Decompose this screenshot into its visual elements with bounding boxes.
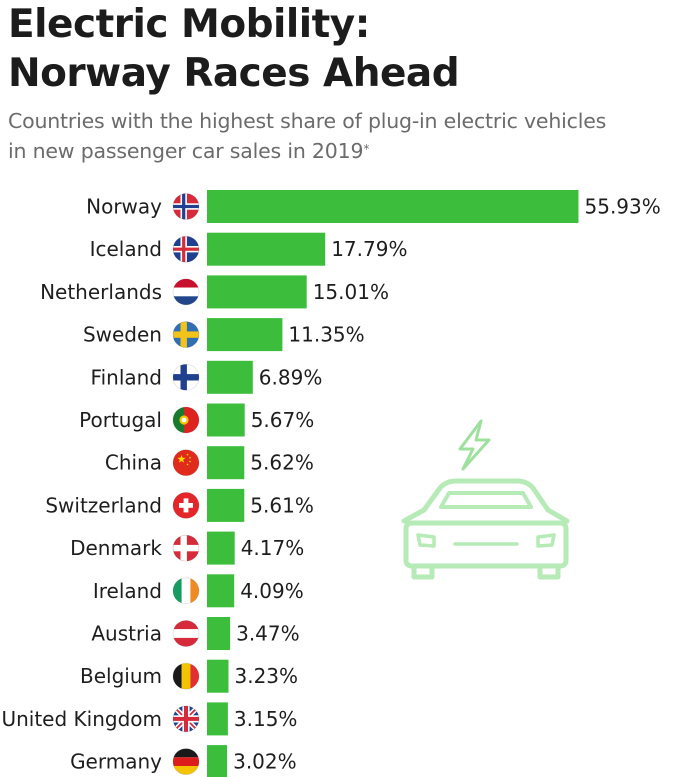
chart-subtitle-line-1: Countries with the highest share of plug…	[8, 109, 607, 133]
value-label-sweden: 11.35%	[288, 323, 364, 347]
bar-finland	[207, 360, 253, 394]
bar-sweden	[207, 318, 283, 352]
chart-row-germany: Germany 3.02%	[70, 745, 297, 777]
austria-flag-icon	[172, 620, 200, 647]
chart-title-line-2: Norway Races Ahead	[8, 51, 460, 96]
category-label-portugal: Portugal	[79, 408, 162, 432]
switzerland-flag-icon	[172, 491, 200, 519]
category-label-norway: Norway	[86, 195, 162, 219]
category-label-united-kingdom: United Kingdom	[1, 707, 162, 731]
chart-title-line-1: Electric Mobility:	[8, 2, 370, 47]
chart-subtitle: Countries with the highest share of plug…	[8, 106, 606, 166]
germany-flag-icon	[172, 748, 200, 775]
chart-subtitle-line-2-text: in new passenger car sales in 2019	[8, 139, 364, 163]
footnote-marker: *	[363, 142, 370, 156]
netherlands-flag-icon	[172, 278, 200, 306]
value-label-iceland: 17.79%	[331, 237, 407, 261]
chart-row-switzerland: Switzerland 5.61%	[45, 488, 314, 522]
chart-row-austria: Austria 3.47%	[91, 617, 300, 650]
bar-belgium	[207, 659, 229, 693]
lightning-bolt-icon	[458, 419, 491, 471]
category-label-germany: Germany	[70, 750, 162, 774]
value-label-ireland: 4.09%	[240, 579, 304, 603]
category-label-china: China	[105, 451, 162, 475]
value-label-netherlands: 15.01%	[313, 280, 389, 304]
chart-row-iceland: Iceland 17.79%	[90, 232, 407, 266]
category-label-sweden: Sweden	[83, 323, 162, 347]
category-label-switzerland: Switzerland	[45, 493, 162, 517]
category-label-iceland: Iceland	[90, 237, 162, 261]
value-label-denmark: 4.17%	[241, 536, 305, 560]
chart-subtitle-line-2: in new passenger car sales in 2019*	[8, 136, 606, 166]
bar-norway	[207, 190, 579, 223]
portugal-flag-icon	[172, 406, 200, 434]
value-label-finland: 6.89%	[259, 365, 323, 389]
sweden-flag-icon	[172, 321, 200, 349]
iceland-flag-icon	[172, 235, 200, 263]
category-label-denmark: Denmark	[70, 536, 162, 560]
chart-row-finland: Finland 6.89%	[91, 360, 323, 394]
norway-flag-icon	[172, 193, 200, 220]
value-label-china: 5.62%	[250, 451, 314, 475]
bars-layer: Norway 55.93% Iceland 17.79% Netherlands 15.0…	[1, 190, 661, 777]
chart-title: Electric Mobility: Norway Races Ahead	[8, 0, 460, 98]
electric-car-icon	[401, 478, 570, 580]
bar-portugal	[207, 403, 245, 437]
united-kingdom-flag-icon	[172, 705, 200, 733]
value-label-norway: 55.93%	[585, 195, 661, 219]
chart-row-denmark: Denmark 4.17%	[70, 531, 305, 565]
category-label-austria: Austria	[91, 622, 162, 646]
bar-germany	[207, 745, 228, 777]
china-flag-icon	[172, 449, 200, 477]
bar-denmark	[207, 531, 235, 565]
category-label-ireland: Ireland	[93, 579, 162, 603]
chart-row-norway: Norway 55.93%	[86, 190, 661, 223]
value-label-portugal: 5.67%	[251, 408, 315, 432]
chart-row-sweden: Sweden 11.35%	[83, 318, 365, 352]
chart-row-united-kingdom: United Kingdom 3.15%	[1, 702, 298, 736]
category-label-belgium: Belgium	[80, 664, 162, 688]
category-label-finland: Finland	[91, 365, 162, 389]
bar-austria	[207, 617, 231, 650]
chart-row-belgium: Belgium 3.23%	[80, 659, 299, 693]
bar-switzerland	[207, 488, 245, 522]
value-label-germany: 3.02%	[233, 750, 297, 774]
chart-row-portugal: Portugal 5.67%	[79, 403, 315, 437]
value-label-belgium: 3.23%	[235, 664, 299, 688]
value-label-united-kingdom: 3.15%	[234, 707, 298, 731]
chart-row-netherlands: Netherlands 15.01%	[40, 275, 389, 309]
bar-ireland	[207, 574, 235, 608]
finland-flag-icon	[172, 363, 200, 391]
belgium-flag-icon	[172, 662, 200, 690]
chart-row-ireland: Ireland 4.09%	[93, 574, 304, 608]
electric-car-illustration	[401, 419, 570, 580]
bar-netherlands	[207, 275, 307, 309]
bar-china	[207, 446, 245, 480]
bar-iceland	[207, 232, 326, 266]
value-label-switzerland: 5.61%	[250, 493, 314, 517]
value-label-austria: 3.47%	[236, 622, 300, 646]
chart-row-china: China 5.62%	[105, 446, 314, 480]
ireland-flag-icon	[172, 577, 200, 605]
denmark-flag-icon	[172, 534, 200, 562]
category-label-netherlands: Netherlands	[40, 280, 162, 304]
bar-united-kingdom	[207, 702, 228, 736]
